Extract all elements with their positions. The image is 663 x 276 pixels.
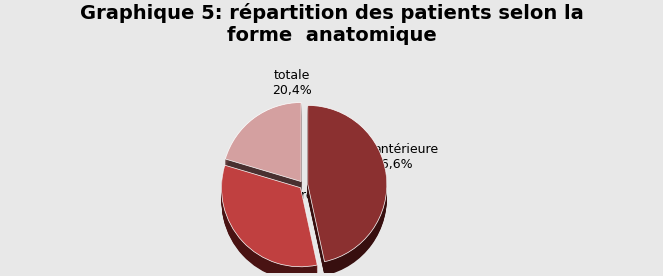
Wedge shape xyxy=(221,174,318,275)
Wedge shape xyxy=(221,170,318,271)
Wedge shape xyxy=(308,112,387,268)
Wedge shape xyxy=(221,174,318,276)
Wedge shape xyxy=(308,113,387,269)
Text: antérieure
46,6%: antérieure 46,6% xyxy=(373,143,438,171)
Wedge shape xyxy=(221,173,318,275)
Wedge shape xyxy=(225,116,301,195)
Wedge shape xyxy=(225,102,301,182)
Wedge shape xyxy=(221,168,318,270)
Wedge shape xyxy=(308,114,387,270)
Wedge shape xyxy=(225,116,301,195)
Wedge shape xyxy=(308,108,387,264)
Wedge shape xyxy=(221,168,318,269)
Wedge shape xyxy=(225,106,301,185)
Wedge shape xyxy=(221,178,318,276)
Text: totale
20,4%: totale 20,4% xyxy=(272,69,312,97)
Wedge shape xyxy=(221,178,318,276)
Wedge shape xyxy=(221,167,318,268)
Wedge shape xyxy=(308,105,387,262)
Wedge shape xyxy=(221,169,318,271)
Wedge shape xyxy=(221,172,318,274)
Wedge shape xyxy=(225,105,301,184)
Wedge shape xyxy=(225,108,301,187)
Wedge shape xyxy=(308,111,387,267)
Wedge shape xyxy=(225,115,301,194)
Wedge shape xyxy=(308,119,387,275)
Wedge shape xyxy=(225,110,301,189)
Wedge shape xyxy=(221,171,318,272)
Wedge shape xyxy=(308,119,387,276)
Wedge shape xyxy=(308,116,387,272)
Wedge shape xyxy=(225,111,301,190)
Wedge shape xyxy=(308,115,387,271)
Wedge shape xyxy=(221,165,318,267)
Wedge shape xyxy=(308,110,387,266)
Wedge shape xyxy=(308,112,387,269)
Wedge shape xyxy=(308,106,387,262)
Wedge shape xyxy=(308,118,387,274)
Wedge shape xyxy=(221,176,318,276)
Wedge shape xyxy=(308,117,387,273)
Wedge shape xyxy=(225,104,301,183)
Wedge shape xyxy=(225,107,301,186)
Title: Graphique 5: répartition des patients selon la
forme  anatomique: Graphique 5: répartition des patients se… xyxy=(80,3,583,45)
Wedge shape xyxy=(221,175,318,276)
Wedge shape xyxy=(308,107,387,263)
Wedge shape xyxy=(221,166,318,267)
Wedge shape xyxy=(225,109,301,188)
Wedge shape xyxy=(225,112,301,191)
Wedge shape xyxy=(225,114,301,193)
Wedge shape xyxy=(225,110,301,189)
Wedge shape xyxy=(308,108,387,265)
Wedge shape xyxy=(308,109,387,266)
Wedge shape xyxy=(221,171,318,273)
Wedge shape xyxy=(225,113,301,192)
Text: postérieure
33%: postérieure 33% xyxy=(243,190,315,217)
Wedge shape xyxy=(225,103,301,182)
Wedge shape xyxy=(221,177,318,276)
Wedge shape xyxy=(308,115,387,272)
Wedge shape xyxy=(221,179,318,276)
Wedge shape xyxy=(225,106,301,185)
Wedge shape xyxy=(225,113,301,192)
